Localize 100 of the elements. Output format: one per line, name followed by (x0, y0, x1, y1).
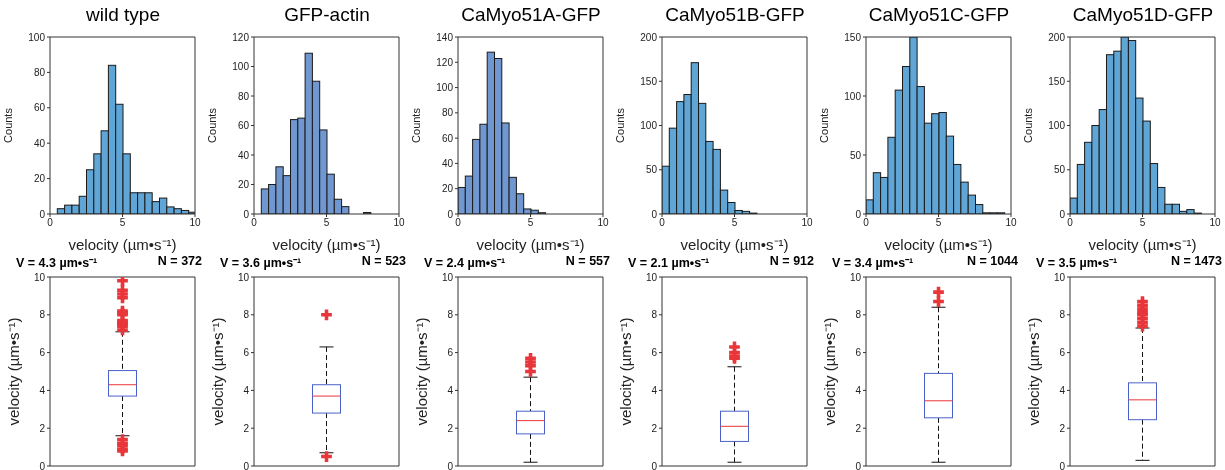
chart-title: V = 4.3 µm•s⁻¹ (16, 255, 98, 271)
y-tick-label: 2 (39, 422, 46, 434)
y-tick-label: 6 (1059, 347, 1066, 359)
y-axis-title: Counts (409, 107, 422, 143)
y-tick-label: 10 (645, 271, 658, 283)
y-tick-label: 8 (243, 309, 250, 321)
y-tick-label: 40 (237, 149, 250, 161)
chart-title: V = 2.4 µm•s⁻¹ (424, 255, 506, 271)
y-tick-label: 2 (651, 422, 658, 434)
y-tick-label: 0 (447, 208, 454, 220)
y-tick-label: 2 (855, 422, 862, 434)
y-tick-label: 200 (1048, 31, 1066, 43)
y-tick-label: 80 (33, 66, 46, 78)
y-tick-label: 0 (243, 460, 250, 470)
x-tick-label: 5 (527, 217, 534, 229)
y-axis-title: velocity (µm•s⁻¹) (1025, 317, 1043, 426)
y-tick-label: 6 (855, 347, 862, 359)
y-tick-label: 50 (645, 164, 658, 176)
chart-title: CaMyo51A-GFP (460, 4, 602, 26)
y-tick-label: 0 (855, 208, 862, 220)
chart-title: CaMyo51B-GFP (664, 4, 806, 26)
y-tick-label: 6 (39, 347, 46, 359)
x-tick-label: 0 (1067, 217, 1074, 229)
y-tick-label: 6 (243, 347, 250, 359)
x-tick-label: 0 (659, 217, 666, 229)
text: N = 1473 (1170, 254, 1222, 268)
y-tick-label: 2 (243, 422, 250, 434)
y-tick-label: 50 (849, 149, 862, 161)
x-axis-title: velocity (µm•s⁻¹) (1088, 236, 1197, 253)
y-tick-label: 4 (855, 384, 862, 396)
x-tick-label: 0 (251, 217, 258, 229)
y-axis-title: velocity (µm•s⁻¹) (413, 317, 431, 426)
y-tick-label: 10 (441, 271, 454, 283)
x-tick-label: 0 (47, 217, 54, 229)
y-tick-label: 0 (651, 208, 658, 220)
x-tick-label: 0 (863, 217, 870, 229)
x-tick-label: 5 (323, 217, 330, 229)
y-tick-label: 10 (849, 271, 862, 283)
chart-title: wild type (85, 4, 161, 26)
x-axis-title: velocity (µm•s⁻¹) (68, 236, 177, 253)
y-tick-label: 100 (232, 61, 250, 73)
y-axis-title: Counts (613, 107, 626, 143)
y-tick-label: 150 (640, 75, 658, 87)
y-tick-label: 120 (232, 31, 250, 43)
x-tick-label: 5 (119, 217, 126, 229)
x-tick-label: 10 (393, 217, 405, 229)
y-tick-label: 100 (1048, 120, 1066, 132)
x-axis-title: velocity (µm•s⁻¹) (272, 236, 381, 253)
y-tick-label: 40 (441, 157, 454, 169)
y-tick-label: 4 (243, 384, 250, 396)
x-tick-label: 5 (731, 217, 738, 229)
y-tick-label: 4 (447, 384, 454, 396)
y-tick-label: 20 (33, 173, 46, 185)
x-tick-label: 10 (189, 217, 201, 229)
y-tick-label: 8 (447, 309, 454, 321)
y-axis-title: velocity (µm•s⁻¹) (617, 317, 635, 426)
chart-title: V = 2.1 µm•s⁻¹ (628, 255, 710, 271)
y-tick-label: 4 (651, 384, 658, 396)
y-tick-label: 60 (33, 102, 46, 114)
x-tick-label: 10 (1005, 217, 1017, 229)
y-tick-label: 60 (237, 120, 250, 132)
text: N = 557 (565, 254, 610, 268)
y-tick-label: 10 (1053, 271, 1066, 283)
y-axis-title: velocity (µm•s⁻¹) (5, 317, 23, 426)
y-tick-label: 8 (651, 309, 658, 321)
y-tick-label: 8 (855, 309, 862, 321)
text: N = 912 (769, 254, 814, 268)
chart-title: V = 3.5 µm•s⁻¹ (1036, 255, 1118, 271)
y-tick-label: 2 (1059, 422, 1066, 434)
y-tick-label: 0 (243, 208, 250, 220)
chart-title: V = 3.4 µm•s⁻¹ (832, 255, 914, 271)
y-tick-label: 0 (651, 460, 658, 470)
y-axis-title: Counts (817, 107, 830, 143)
y-tick-label: 80 (441, 107, 454, 119)
y-tick-label: 6 (447, 347, 454, 359)
y-tick-label: 0 (39, 208, 46, 220)
y-axis-title: Counts (205, 107, 218, 143)
chart-title: V = 3.6 µm•s⁻¹ (220, 255, 302, 271)
y-tick-label: 60 (441, 132, 454, 144)
y-tick-label: 100 (844, 90, 862, 102)
y-tick-label: 0 (447, 460, 454, 470)
y-tick-label: 150 (1048, 75, 1066, 87)
x-tick-label: 10 (1209, 217, 1221, 229)
y-tick-label: 0 (39, 460, 46, 470)
chart-title: GFP-actin (283, 4, 371, 26)
y-tick-label: 8 (1059, 309, 1066, 321)
text: N = 523 (361, 254, 406, 268)
x-tick-label: 5 (1139, 217, 1146, 229)
y-axis-title: Counts (1, 107, 14, 143)
x-tick-label: 10 (597, 217, 609, 229)
y-tick-label: 80 (237, 90, 250, 102)
y-tick-label: 0 (855, 460, 862, 470)
y-tick-label: 8 (39, 309, 46, 321)
y-tick-label: 200 (640, 31, 658, 43)
y-tick-label: 40 (33, 137, 46, 149)
y-tick-label: 20 (441, 183, 454, 195)
y-tick-label: 4 (1059, 384, 1066, 396)
x-tick-label: 0 (455, 217, 462, 229)
y-tick-label: 100 (640, 120, 658, 132)
y-tick-label: 0 (1059, 208, 1066, 220)
